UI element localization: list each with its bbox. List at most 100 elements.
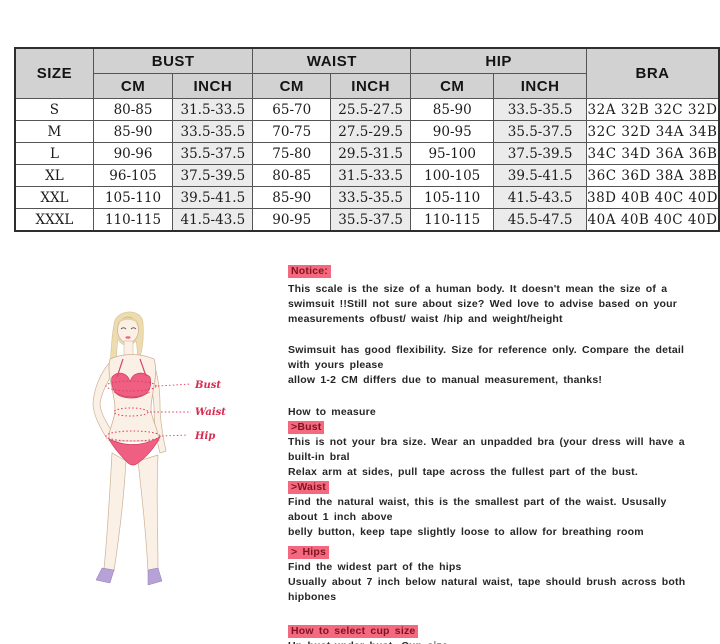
cell-size: L xyxy=(14,142,94,165)
table-row: S 80-85 31.5-33.5 65-70 25.5-27.5 85-90 … xyxy=(14,98,720,121)
cell-bust-inch: 39.5-41.5 xyxy=(172,186,254,209)
cell-bust-inch: 37.5-39.5 xyxy=(172,164,254,187)
bust-measure-band xyxy=(105,380,157,392)
cell-bra: 40A 40B 40C 40D xyxy=(585,208,720,232)
header-row-groups: SIZE BUST WAIST HIP BRA xyxy=(14,47,720,99)
cell-bra: 34C 34D 36A 36B xyxy=(585,142,720,165)
hips-text-line: Usually about 7 inch below natural waist… xyxy=(288,576,686,603)
cell-bust-cm: 105-110 xyxy=(92,186,174,209)
header-size: SIZE xyxy=(14,47,94,99)
cup-size-text-line: Up bust-under bust- Cup size xyxy=(288,639,688,644)
left-leg xyxy=(103,452,127,572)
body-measurement-figure: Bust Waist Hip xyxy=(70,303,280,608)
cell-hip-cm: 95-100 xyxy=(410,142,495,165)
cell-size: XXXL xyxy=(14,208,94,232)
cell-bust-cm: 90-96 xyxy=(92,142,174,165)
bust-heading: >Bust xyxy=(288,421,325,434)
notice-text-line: measurements ofbust/ waist /hip and weig… xyxy=(288,313,563,325)
cell-size: M xyxy=(14,120,94,143)
flexibility-text-line: allow 1-2 CM differs due to manual measu… xyxy=(288,374,603,386)
size-chart-table: SIZE BUST WAIST HIP BRA CM INCH CM INCH … xyxy=(14,47,720,232)
cell-waist-inch: 25.5-27.5 xyxy=(329,98,412,121)
cell-size: S xyxy=(14,98,94,121)
waist-measure-band xyxy=(113,407,149,417)
table-row: XXL 105-110 39.5-41.5 85-90 33.5-35.5 10… xyxy=(14,186,720,209)
cell-size: XL xyxy=(14,164,94,187)
notice-text-line: This scale is the size of a human body. … xyxy=(288,283,668,295)
notice-text-line: swimsuit !!Still not sure about size? We… xyxy=(288,298,678,310)
cell-bra: 36C 36D 38A 38B xyxy=(585,164,720,187)
header-waist: WAIST xyxy=(252,47,412,74)
header-hip: HIP xyxy=(410,47,587,74)
cell-hip-cm: 100-105 xyxy=(410,164,495,187)
cell-bust-cm: 96-105 xyxy=(92,164,174,187)
cell-waist-cm: 75-80 xyxy=(252,142,331,165)
table-row: XL 96-105 37.5-39.5 80-85 31.5-33.5 100-… xyxy=(14,164,720,187)
cell-hip-inch: 33.5-35.5 xyxy=(493,98,587,121)
cell-bust-cm: 110-115 xyxy=(92,208,174,232)
eyes xyxy=(120,327,137,330)
how-to-measure-heading: How to measure xyxy=(288,406,376,418)
header-waist-cm: CM xyxy=(252,73,331,99)
notice-heading: Notice: xyxy=(288,265,331,278)
bikini-straps xyxy=(116,358,147,378)
bikini-underband xyxy=(113,391,151,398)
cell-waist-inch: 35.5-37.5 xyxy=(329,208,412,232)
waist-text-line: belly button, keep tape slightly loose t… xyxy=(288,526,644,538)
cell-hip-inch: 45.5-47.5 xyxy=(493,208,587,232)
cup-size-heading: How to select cup size xyxy=(288,625,419,638)
figure-waist-label: Waist xyxy=(195,407,226,418)
right-leg xyxy=(137,454,159,572)
cell-waist-cm: 80-85 xyxy=(252,164,331,187)
figure-sketch: Bust Waist Hip xyxy=(92,311,226,586)
figure-bust-label: Bust xyxy=(194,380,221,391)
header-bust-inch: INCH xyxy=(172,73,254,99)
notes-column: Notice: This scale is the size of a huma… xyxy=(288,264,688,644)
cell-hip-inch: 39.5-41.5 xyxy=(493,164,587,187)
header-hip-inch: INCH xyxy=(493,73,587,99)
bust-text-line: Relax arm at sides, pull tape across the… xyxy=(288,466,638,478)
table-header: SIZE BUST WAIST HIP BRA CM INCH CM INCH … xyxy=(14,47,720,99)
waist-text-line: Find the natural waist, this is the smal… xyxy=(288,496,667,523)
cell-bust-cm: 80-85 xyxy=(92,98,174,121)
table-row: L 90-96 35.5-37.5 75-80 29.5-31.5 95-100… xyxy=(14,142,720,165)
cell-hip-cm: 90-95 xyxy=(410,120,495,143)
cell-waist-cm: 70-75 xyxy=(252,120,331,143)
cell-hip-inch: 41.5-43.5 xyxy=(493,186,587,209)
hips-text-line: Find the widest part of the hips xyxy=(288,561,462,573)
cell-bra: 38D 40B 40C 40D xyxy=(585,186,720,209)
cell-bra: 32C 32D 34A 34B xyxy=(585,120,720,143)
cell-waist-cm: 85-90 xyxy=(252,186,331,209)
header-bra: BRA xyxy=(585,47,720,99)
neck xyxy=(123,340,134,356)
cell-waist-inch: 31.5-33.5 xyxy=(329,164,412,187)
figure-hip-label: Hip xyxy=(194,431,215,442)
header-hip-cm: CM xyxy=(410,73,495,99)
waist-heading: >Waist xyxy=(288,481,329,494)
cell-waist-cm: 65-70 xyxy=(252,98,331,121)
left-shoe xyxy=(95,567,115,584)
cell-bust-inch: 31.5-33.5 xyxy=(172,98,254,121)
header-bust-cm: CM xyxy=(92,73,174,99)
hip-measure-band xyxy=(105,430,161,442)
bikini-top xyxy=(111,372,152,399)
header-waist-inch: INCH xyxy=(329,73,412,99)
header-row-units: CM INCH CM INCH CM INCH xyxy=(15,73,719,99)
table-row: M 85-90 33.5-35.5 70-75 27.5-29.5 90-95 … xyxy=(14,120,720,143)
cell-waist-inch: 33.5-35.5 xyxy=(329,186,412,209)
cell-hip-inch: 37.5-39.5 xyxy=(493,142,587,165)
cell-waist-inch: 29.5-31.5 xyxy=(329,142,412,165)
cell-bust-cm: 85-90 xyxy=(92,120,174,143)
cell-waist-inch: 27.5-29.5 xyxy=(329,120,412,143)
table-row: XXXL 110-115 41.5-43.5 90-95 35.5-37.5 1… xyxy=(14,208,720,232)
header-bust: BUST xyxy=(92,47,254,74)
cell-bra: 32A 32B 32C 32D xyxy=(585,98,720,121)
cell-bust-inch: 35.5-37.5 xyxy=(172,142,254,165)
hips-heading: > Hips xyxy=(288,546,330,559)
bust-leader-line xyxy=(157,383,192,387)
flexibility-text-line: Swimsuit has good flexibility. Size for … xyxy=(288,344,685,371)
cell-bust-inch: 33.5-35.5 xyxy=(172,120,254,143)
hip-leader-line xyxy=(161,434,189,437)
cell-hip-cm: 85-90 xyxy=(410,98,495,121)
